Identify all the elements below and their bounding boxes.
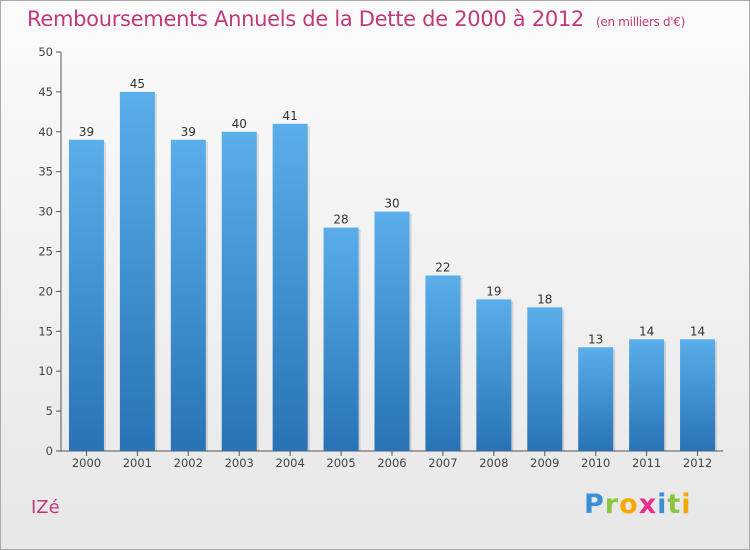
y-tick-label: 40 [38, 125, 53, 139]
bar [272, 123, 308, 451]
bar-value-label: 14 [639, 324, 654, 338]
y-tick-label: 45 [38, 85, 53, 99]
y-tick-label: 15 [38, 324, 53, 338]
y-tick-label: 50 [38, 45, 53, 59]
bar [629, 339, 665, 451]
bar [170, 139, 206, 451]
bar-value-label: 40 [232, 117, 247, 131]
bar [578, 347, 614, 451]
title-text: Remboursements Annuels de la Dette de 20… [27, 7, 584, 31]
bar [221, 131, 257, 452]
x-tick-label: 2005 [326, 456, 355, 470]
bar-value-label: 18 [537, 292, 552, 306]
logo-letter: t [667, 489, 682, 520]
y-tick-label: 30 [38, 205, 53, 219]
x-tick-label: 2007 [428, 456, 457, 470]
y-tick-label: 25 [38, 245, 53, 259]
bar [476, 299, 512, 451]
bar [527, 307, 563, 451]
bar [119, 91, 155, 452]
x-tick-label: 2010 [581, 456, 610, 470]
bar-value-label: 41 [283, 109, 298, 123]
x-tick-label: 2006 [377, 456, 406, 470]
x-tick-label: 2011 [632, 456, 661, 470]
chart-title: Remboursements Annuels de la Dette de 20… [27, 7, 685, 31]
y-tick-label: 10 [38, 364, 53, 378]
logo-letter: i [657, 489, 668, 520]
bar-value-label: 28 [333, 213, 348, 227]
commune-name: IZé [31, 497, 60, 518]
bar [425, 275, 461, 451]
x-tick-label: 2009 [530, 456, 559, 470]
bar-value-label: 30 [384, 197, 399, 211]
bar-value-label: 19 [486, 284, 501, 298]
x-tick-label: 2004 [276, 456, 305, 470]
logo-letter: r [604, 489, 620, 520]
logo-letter: i [681, 489, 692, 520]
x-tick-label: 2000 [72, 456, 101, 470]
x-tick-label: 2003 [225, 456, 254, 470]
x-tick-label: 2002 [174, 456, 203, 470]
bar-value-label: 14 [690, 324, 705, 338]
y-tick-label: 0 [46, 444, 53, 458]
bar-value-label: 45 [130, 77, 145, 91]
logo-letter: P [584, 489, 605, 520]
bar-value-label: 39 [79, 125, 94, 139]
y-tick-label: 20 [38, 284, 53, 298]
x-tick-label: 2012 [683, 456, 712, 470]
bar [680, 339, 716, 451]
x-tick-label: 2001 [123, 456, 152, 470]
x-tick-label: 2008 [479, 456, 508, 470]
bar [68, 139, 104, 451]
bar-value-label: 39 [181, 125, 196, 139]
bar-value-label: 22 [435, 260, 450, 274]
y-tick-label: 35 [38, 165, 53, 179]
unit-note: (en milliers d'€) [596, 15, 686, 29]
logo-letter: o [619, 489, 639, 520]
proxiti-logo: Proxiti [584, 489, 692, 520]
bar [323, 227, 359, 451]
bar [374, 211, 410, 451]
y-tick-label: 5 [46, 404, 53, 418]
logo-letter: x [638, 489, 658, 520]
bar-value-label: 13 [588, 332, 603, 346]
